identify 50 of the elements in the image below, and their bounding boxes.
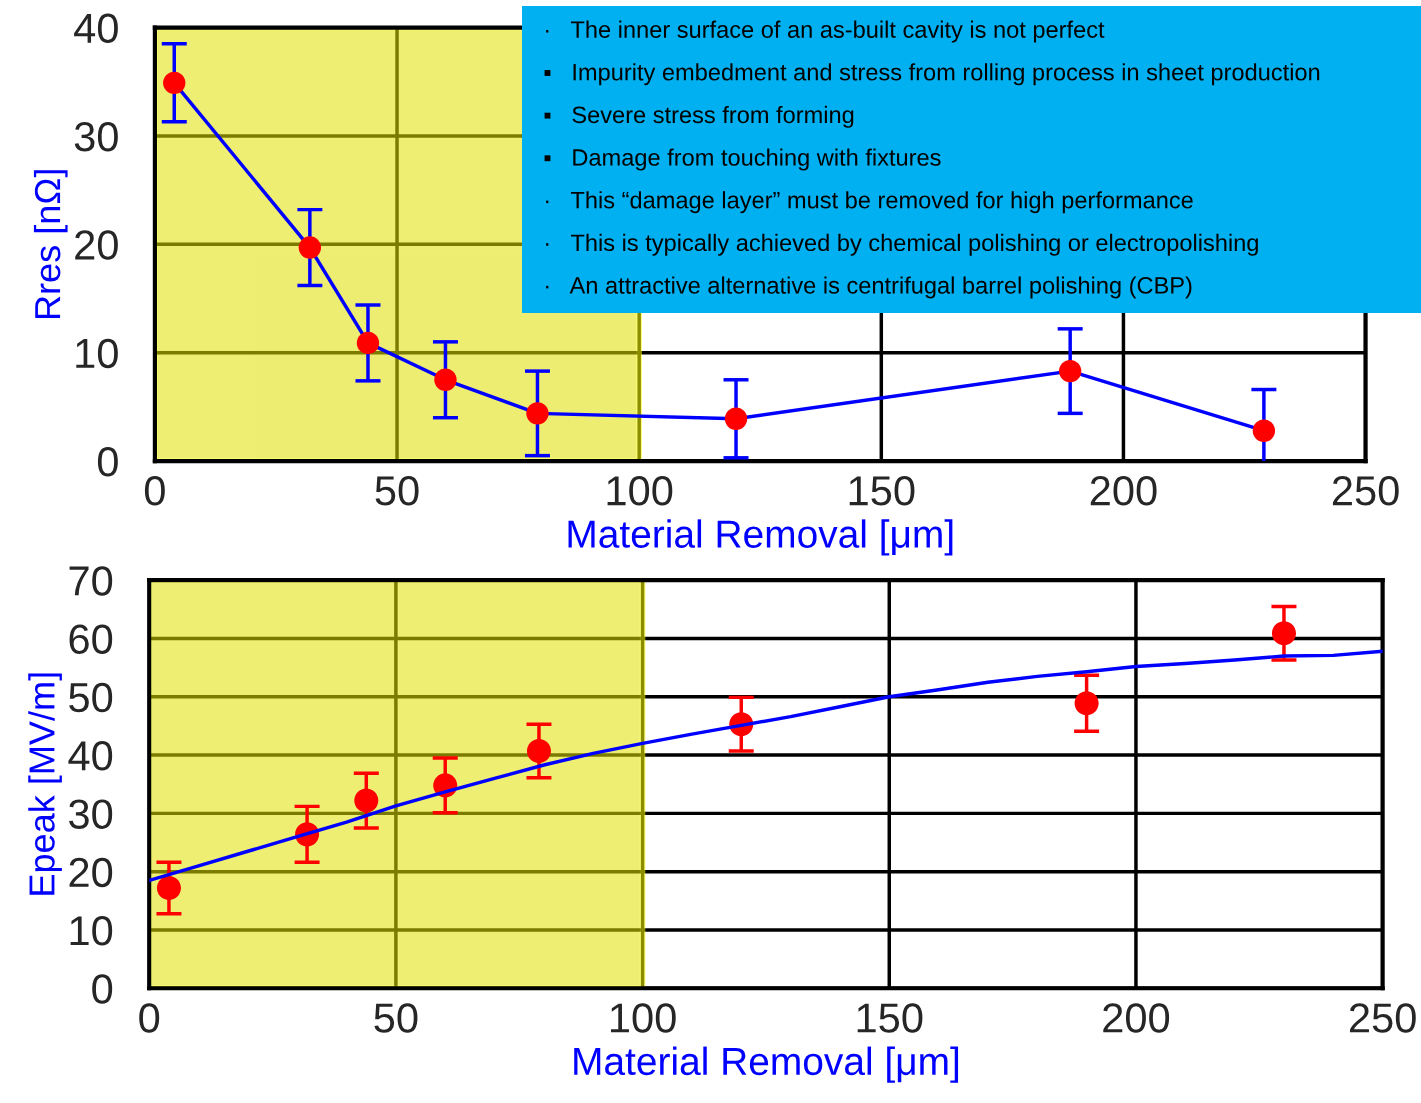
annotation: ▪ Severe stress from forming xyxy=(544,105,854,128)
y-tick-label: 10 xyxy=(76,338,118,369)
y-tick-label: 20 xyxy=(75,230,118,260)
x-tick-label: 250 xyxy=(1332,476,1399,506)
x-tick-label: 50 xyxy=(374,1003,418,1033)
annotation: ▪ Impurity embedment and stress from rolling process in sheet production xyxy=(544,63,1320,86)
x-tick-label: 200 xyxy=(1090,476,1157,506)
x-tick-label: 0 xyxy=(144,476,165,506)
y-tick-label: 60 xyxy=(69,624,113,654)
x-tick-label: 200 xyxy=(1103,1003,1170,1033)
point xyxy=(156,875,181,901)
y-axis-title: Rres [nΩ] xyxy=(33,170,68,319)
x-tick-label: 100 xyxy=(611,1003,676,1033)
y-tick-label: 10 xyxy=(70,915,113,946)
point xyxy=(526,738,551,764)
point xyxy=(724,407,748,430)
point xyxy=(1271,621,1296,646)
y-tick-label: 40 xyxy=(74,13,118,44)
y-tick-label: 40 xyxy=(68,741,113,771)
y-tick-label: 30 xyxy=(69,799,113,829)
point xyxy=(526,402,549,425)
x-tick-label: 100 xyxy=(607,476,673,506)
annotation: · An attractive alternative is centrifugal barrel polishing (CBP) xyxy=(546,276,1192,299)
y-tick-label: 30 xyxy=(74,121,118,152)
x-tick-label: 0 xyxy=(139,1003,160,1033)
x-tick-label: 150 xyxy=(857,1003,923,1033)
y-tick-label: 0 xyxy=(92,974,113,1004)
y-tick-label: 50 xyxy=(69,682,113,713)
point xyxy=(434,368,457,391)
annotation: · The inner surface of an as-built cavity is not perfect xyxy=(546,20,1105,43)
annotation: ▪ Damage from touching with fixtures xyxy=(544,148,941,171)
x-tick-label: 250 xyxy=(1349,1003,1416,1033)
x-axis-title: Material Removal [μm] xyxy=(574,1046,959,1083)
x-axis-title: Material Removal [μm] xyxy=(568,519,953,556)
point xyxy=(1252,419,1276,442)
y-tick-label: 20 xyxy=(69,857,113,888)
point xyxy=(1074,691,1099,716)
y-tick-label: 0 xyxy=(97,447,118,477)
annotation: · This is typically achieved by chemical polishing or electropolishing xyxy=(546,233,1258,256)
point xyxy=(354,788,379,813)
point xyxy=(298,236,322,259)
annotation: · This “damage layer” must be removed for high performance xyxy=(546,191,1193,214)
y-tick-label: 70 xyxy=(69,566,113,596)
x-tick-label: 50 xyxy=(375,476,419,506)
point xyxy=(356,331,380,355)
y-axis-title: Epeak [MV/m] xyxy=(28,673,62,895)
x-tick-label: 150 xyxy=(849,476,915,506)
point xyxy=(163,71,186,95)
line-series xyxy=(149,649,1383,883)
point xyxy=(1058,359,1082,383)
